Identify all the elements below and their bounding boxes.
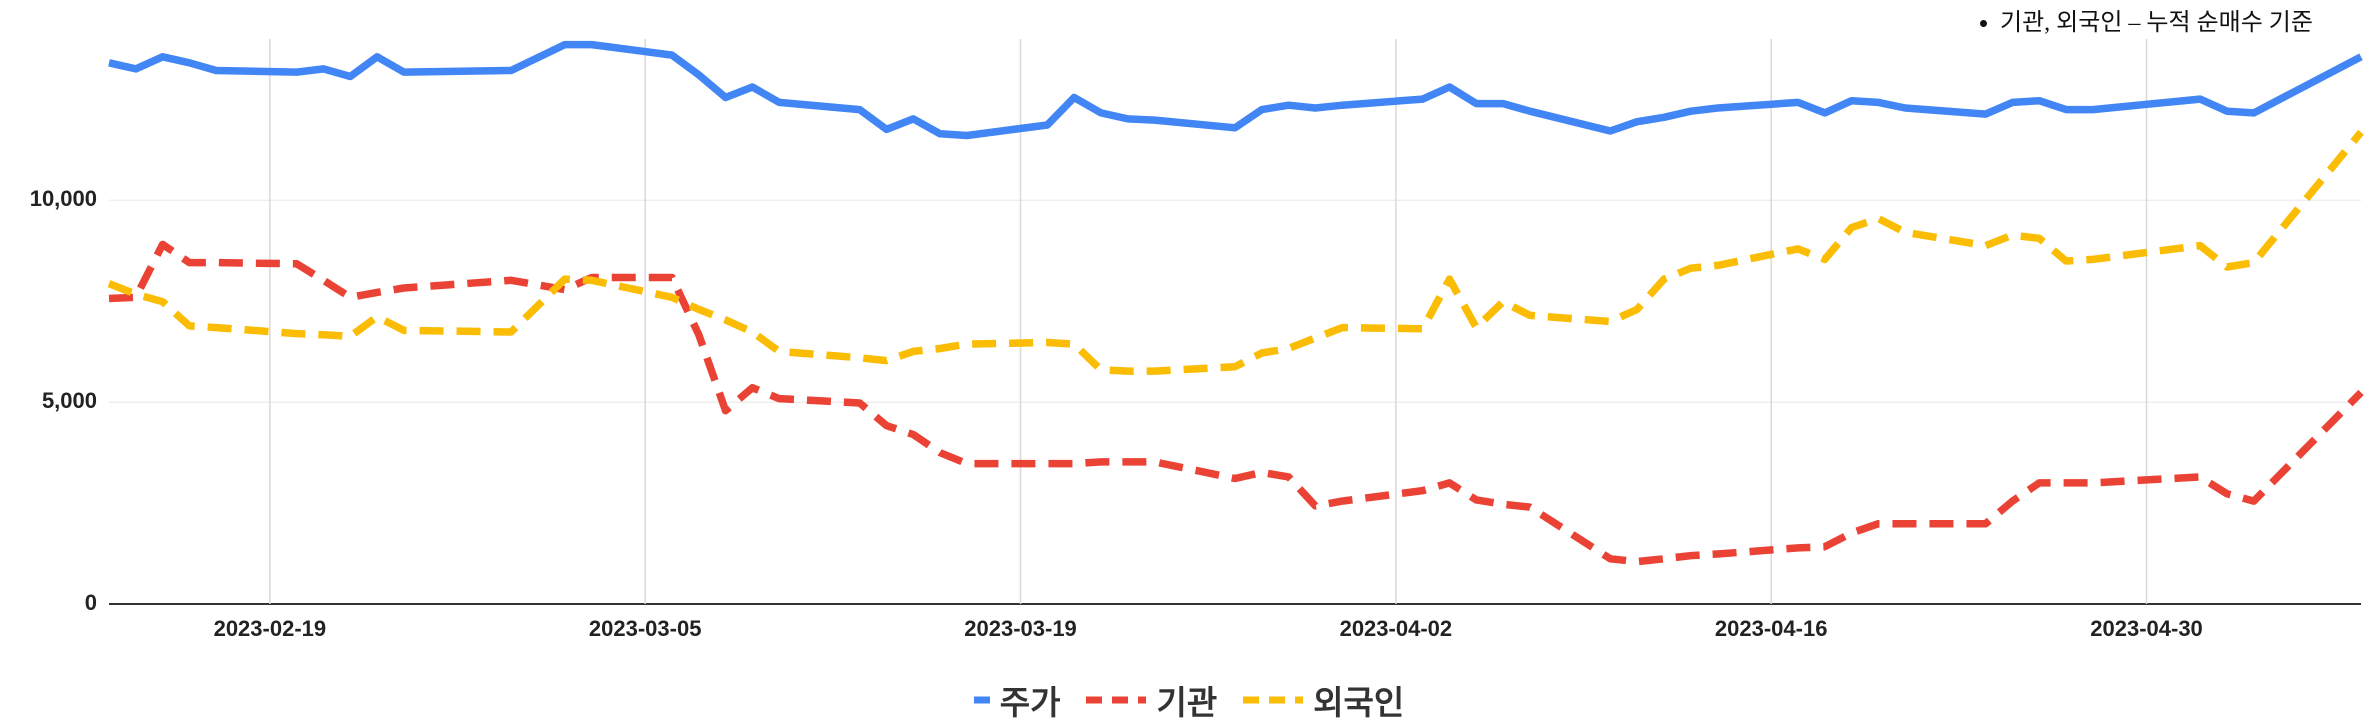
x-tick-label: 2023-03-19 <box>964 616 1077 641</box>
legend-item: 외국인 <box>1243 676 1404 720</box>
series-line <box>108 240 2364 566</box>
legend-swatch <box>973 696 990 704</box>
legend-label: 기관 <box>1156 684 1218 720</box>
y-tick-label: 10,000 <box>30 186 97 211</box>
x-tick-label: 2023-03-05 <box>589 616 702 641</box>
x-tick-label: 2023-04-02 <box>1340 616 1453 641</box>
note: 기관, 외국인 – 누적 순매수 기준 <box>1948 2 2313 37</box>
x-tick-label: 2023-02-19 <box>214 616 327 641</box>
legend-item: 주가 <box>973 676 1061 720</box>
legend-swatch <box>1243 696 1304 704</box>
series-line <box>108 40 2363 140</box>
legend-item: 기관 <box>1086 676 1217 720</box>
note-text: 기관, 외국인 – 누적 순매수 기준 <box>2000 2 2313 37</box>
x-tick-label: 2023-04-16 <box>1715 616 1828 641</box>
legend-label: 외국인 <box>1313 684 1405 720</box>
series-line <box>107 129 2364 375</box>
legend-swatch <box>1086 696 1147 704</box>
y-tick-label: 0 <box>85 590 97 615</box>
x-tick-label: 2023-04-30 <box>2090 616 2203 641</box>
legend-label: 주가 <box>999 684 1061 720</box>
y-tick-label: 5,000 <box>42 388 97 413</box>
legend: 주가 기관 외국인 <box>0 676 2378 720</box>
